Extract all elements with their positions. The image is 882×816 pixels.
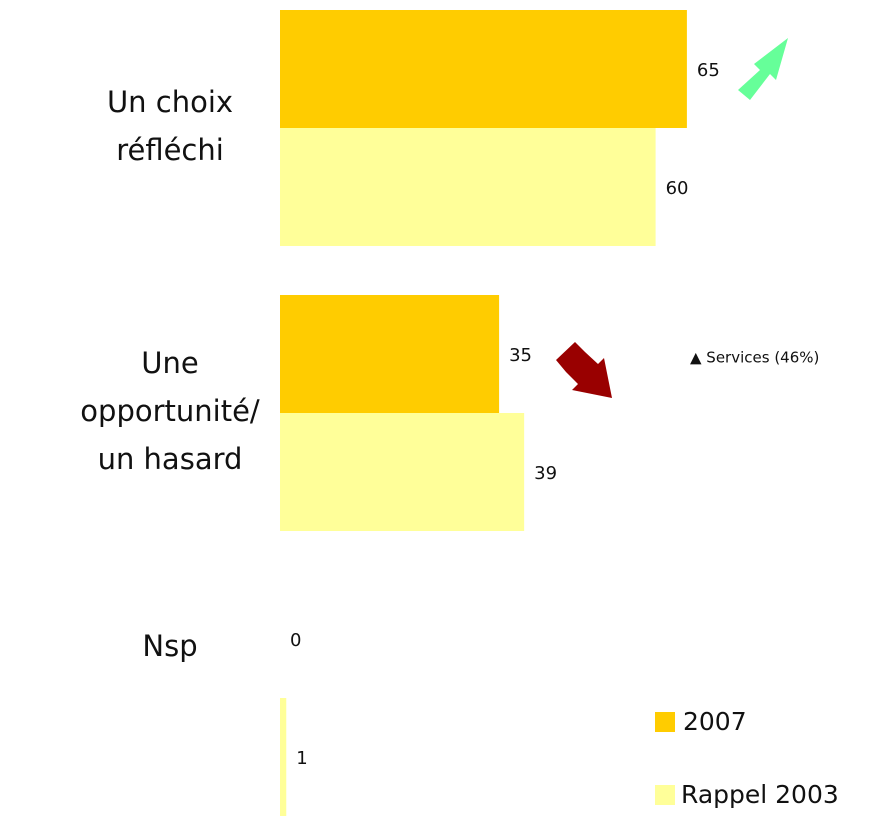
category-label: Nsp [142, 629, 197, 663]
down-arrow [556, 342, 612, 398]
annotation: ▲ Services (46%) [690, 349, 819, 367]
category-label: opportunité/ [80, 394, 260, 428]
up-arrow [738, 38, 788, 100]
value-label: 1 [296, 748, 307, 769]
category-label: réfléchi [116, 133, 224, 167]
value-label: 35 [509, 345, 532, 366]
legend-label: 2007 [683, 707, 747, 736]
bar [280, 295, 500, 413]
value-label: 65 [697, 60, 720, 81]
bar [280, 413, 525, 531]
bar [280, 698, 287, 816]
bar [280, 10, 687, 128]
category-label: Une [141, 346, 198, 380]
legend-label: Rappel 2003 [681, 780, 839, 809]
legend-swatch [655, 712, 675, 732]
category-label: Un choix [107, 85, 233, 119]
value-label: 39 [534, 463, 557, 484]
value-label: 60 [666, 178, 689, 199]
legend-swatch [655, 785, 675, 805]
value-label: 0 [290, 630, 301, 651]
bar [280, 128, 656, 246]
category-label: un hasard [98, 442, 243, 476]
